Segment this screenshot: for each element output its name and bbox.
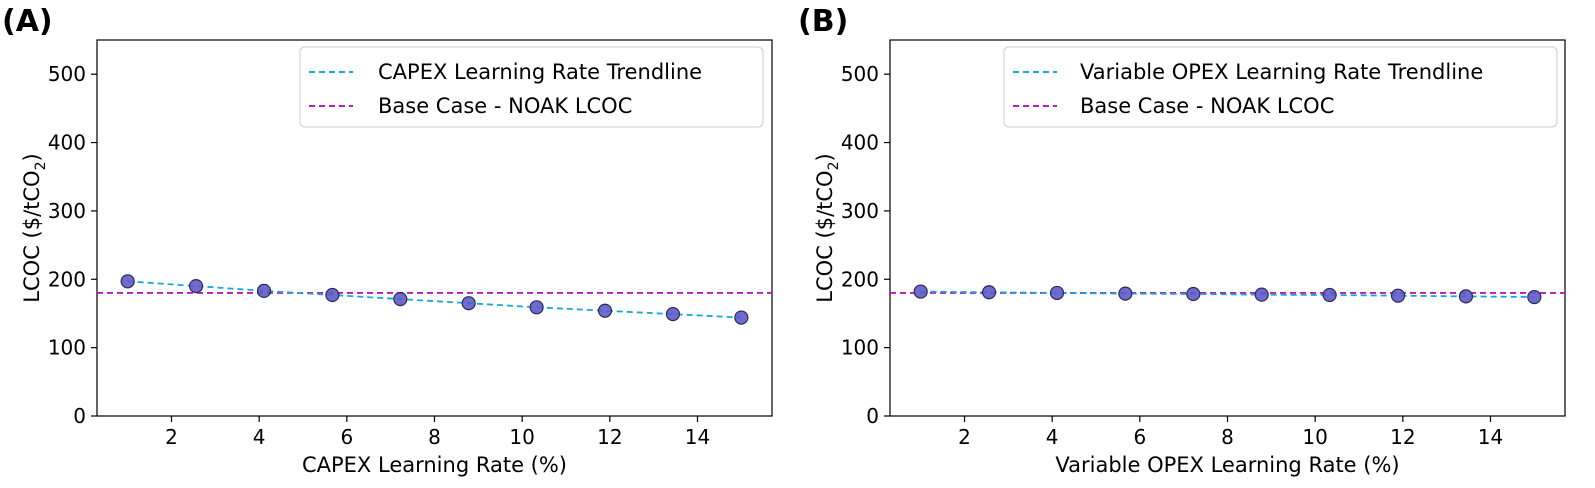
x-tick-label: 6 [1133,425,1146,449]
x-tick-label: 6 [340,425,353,449]
trendline-series-a [127,280,742,319]
legend-b: Variable OPEX Learning Rate Trendline Ba… [1003,46,1558,128]
x-tick-label: 14 [685,425,710,449]
data-point [325,287,340,303]
x-tick-label: 8 [428,425,441,449]
y-tick-label: 100 [48,336,86,360]
data-point [665,307,681,322]
data-point [1254,287,1269,302]
x-axis-label-a: CAPEX Learning Rate (%) [302,453,567,477]
panel-label-a: (A) [2,4,53,39]
data-point [1186,286,1201,302]
legend-entry-trendline-b: Variable OPEX Learning Rate Trendline [1080,60,1483,84]
x-tick-label: 14 [1478,425,1503,449]
y-tick-label: 400 [48,131,86,155]
x-tick-label: 2 [958,425,971,449]
data-point [734,310,749,325]
data-point [120,274,135,289]
data-point [529,300,544,315]
data-point [1527,289,1542,305]
data-point [1322,287,1337,303]
data-point [597,303,613,318]
y-tick-label: 200 [841,267,879,291]
x-tick-label: 4 [1046,425,1059,449]
data-point [393,291,408,307]
x-tick-label: 8 [1221,425,1234,449]
y-tick-label: 0 [866,404,879,428]
legend-entry-baseline-a: Base Case - NOAK LCOC [378,94,632,118]
y-axis-label-b: LCOC ($/tCO2) [813,153,842,302]
data-point [461,296,476,311]
y-tick-label: 400 [841,131,879,155]
legend-entry-trendline-a: CAPEX Learning Rate Trendline [378,60,702,84]
x-tick-label: 10 [509,425,534,449]
legend-entry-baseline-b: Base Case - NOAK LCOC [1080,94,1334,118]
legend-box-a [299,46,764,128]
data-point [256,283,272,298]
panel-label-b: (B) [798,4,848,39]
chart-panel-b: (B) 2 4 6 8 10 12 14 0 100 200 300 400 500 Variable… [798,4,1566,477]
y-tick-label: 500 [48,62,86,86]
legend-box-b [1003,46,1558,128]
x-axis-label-b: Variable OPEX Learning Rate (%) [1055,453,1399,477]
x-tick-label: 12 [597,425,622,449]
y-tick-label: 300 [841,199,879,223]
x-tick-label: 2 [165,425,178,449]
chart-panel-a: (A) 2 4 6 8 10 12 14 0 100 200 300 400 500 CAPEX Le… [2,4,773,477]
y-tick-label: 100 [841,336,879,360]
y-axis-label-a: LCOC ($/tCO2) [20,153,49,302]
data-point [1390,288,1406,303]
data-point [913,284,928,299]
data-point [981,285,997,300]
y-tick-label: 500 [841,62,879,86]
legend-a: CAPEX Learning Rate Trendline Base Case … [299,46,764,128]
x-tick-label: 10 [1302,425,1327,449]
x-tick-label: 12 [1390,425,1415,449]
trendline-series-b [920,290,1535,298]
data-point [188,279,204,294]
y-tick-label: 300 [48,199,86,223]
y-tick-label: 0 [73,404,86,428]
x-tick-label: 4 [253,425,266,449]
y-tick-label: 200 [48,267,86,291]
data-point [1458,289,1474,304]
data-point [1118,286,1133,301]
data-point [1049,285,1065,301]
